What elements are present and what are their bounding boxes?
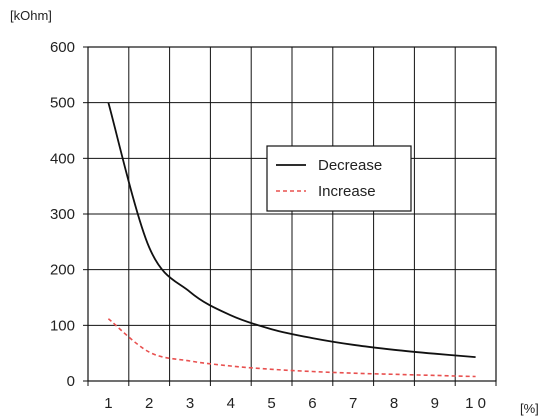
y-axis: 0 100 200 300 400 500 600 xyxy=(50,39,88,390)
x-tick-label: 1 0 xyxy=(465,395,486,412)
legend-box xyxy=(266,145,412,212)
x-tick-label: 6 xyxy=(308,395,316,412)
series-group xyxy=(107,102,476,378)
y-tick-label: 0 xyxy=(67,373,75,390)
grid xyxy=(88,47,496,381)
x-tick-label: 5 xyxy=(267,395,275,412)
x-tick-label: 3 xyxy=(186,395,194,412)
legend-label-increase: Increase xyxy=(318,183,376,200)
y-tick-label: 300 xyxy=(50,206,75,223)
y-tick-label: 200 xyxy=(50,262,75,279)
x-axis: 1 2 3 4 5 6 7 8 9 1 0 xyxy=(87,381,497,412)
x-tick-label: 7 xyxy=(349,395,357,412)
x-tick-label: 9 xyxy=(431,395,439,412)
series-line-decrease xyxy=(107,102,476,358)
y-tick-label: 600 xyxy=(50,39,75,56)
x-tick-label: 2 xyxy=(145,395,153,412)
legend-label-decrease: Decrease xyxy=(318,157,382,174)
y-tick-label: 400 xyxy=(50,150,75,167)
x-axis-label: [%] xyxy=(520,401,539,416)
y-axis-label: [kOhm] xyxy=(10,8,52,23)
y-tick-label: 100 xyxy=(50,317,75,334)
x-tick-label: 1 xyxy=(104,395,112,412)
y-tick-label: 500 xyxy=(50,95,75,112)
x-tick-label: 8 xyxy=(390,395,398,412)
series-line-increase xyxy=(107,318,476,378)
legend: Decrease Increase xyxy=(266,145,412,212)
x-tick-label: 4 xyxy=(227,395,235,412)
